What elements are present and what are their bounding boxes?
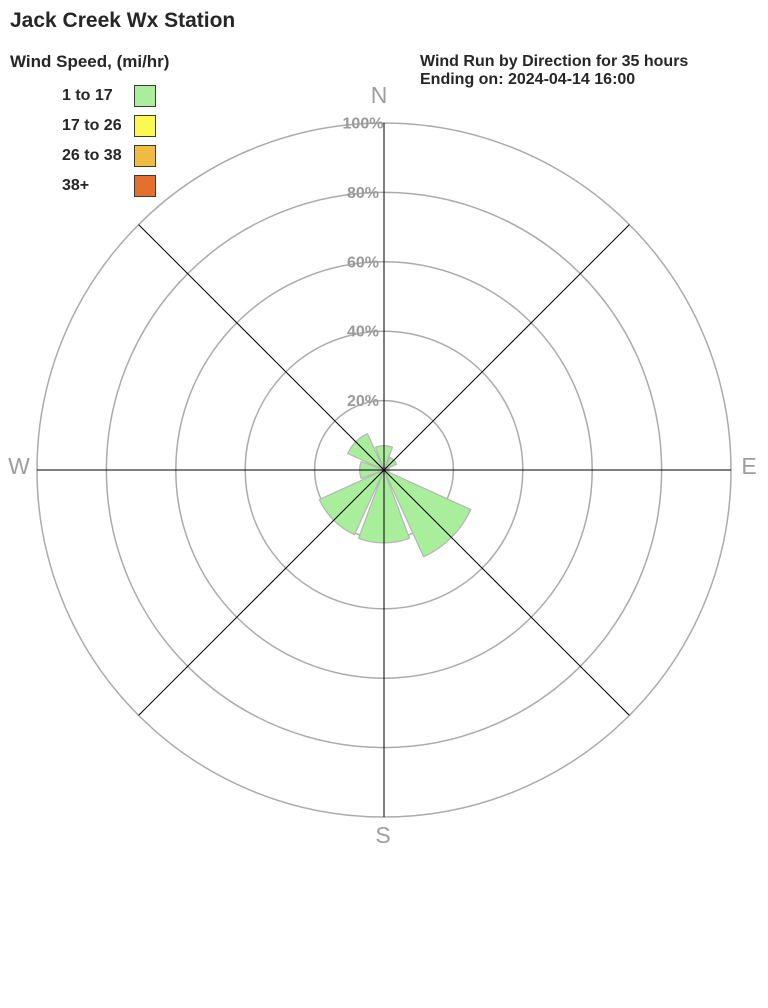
compass-label-east: E bbox=[741, 453, 756, 479]
ring-label: 80% bbox=[347, 185, 379, 202]
legend-color-swatch bbox=[134, 85, 156, 107]
chart-subtitle: Wind Run by Direction for 35 hours Endin… bbox=[420, 53, 688, 89]
legend-item-label: 17 to 26 bbox=[62, 117, 122, 134]
spoke-line bbox=[383, 469, 630, 716]
legend-item-label: 1 to 17 bbox=[62, 87, 113, 104]
compass-label-south: S bbox=[375, 822, 390, 848]
spoke-line bbox=[138, 469, 385, 716]
legend-color-swatch bbox=[134, 175, 156, 197]
legend-color-swatch bbox=[134, 115, 156, 137]
legend-item-label: 38+ bbox=[62, 177, 90, 194]
legend-color-swatch bbox=[134, 145, 156, 167]
chart-subtitle-line1: Wind Run by Direction for 35 hours bbox=[420, 53, 689, 70]
legend-item-label: 26 to 38 bbox=[62, 147, 122, 164]
legend-title: Wind Speed, (mi/hr) bbox=[10, 52, 170, 71]
ring-label: 20% bbox=[347, 393, 379, 410]
chart-subtitle-line2: Ending on: 2024-04-14 16:00 bbox=[420, 71, 636, 88]
ring-label: 40% bbox=[347, 324, 379, 341]
spoke-line bbox=[138, 224, 385, 471]
ring-label: 100% bbox=[343, 116, 384, 133]
compass-label-west: W bbox=[8, 453, 30, 479]
compass-label-north: N bbox=[371, 82, 388, 108]
spoke-line bbox=[383, 224, 630, 471]
page-title: Jack Creek Wx Station bbox=[10, 9, 236, 32]
ring-label: 60% bbox=[347, 254, 379, 271]
